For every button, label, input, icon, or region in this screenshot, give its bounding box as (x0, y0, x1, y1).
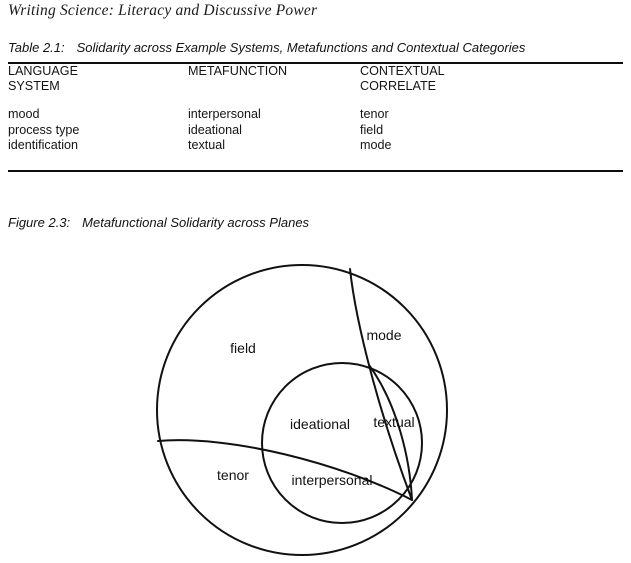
figure-caption: Figure 2.3: Metafunctional Solidarity acr… (8, 215, 309, 230)
cell-contextual-correlate: tenor (360, 107, 389, 121)
table-caption-label: Table 2.1: (8, 40, 65, 55)
column-header-line1: CONTEXTUAL (360, 64, 445, 78)
cell-language-system: process type (8, 122, 80, 137)
figure-caption-label: Figure 2.3: (8, 215, 71, 230)
diagram-svg: field mode tenor ideational textual inte… (156, 264, 448, 556)
cell-metafunction: textual (188, 138, 226, 152)
column-header-contextual-correlate: CONTEXTUAL CORRELATE (360, 64, 623, 94)
divider-arc-field-tenor (157, 439, 413, 501)
label-ideational: ideational (290, 416, 350, 432)
cell-language-system: mood (8, 107, 40, 121)
label-textual: textual (373, 414, 414, 430)
table-header-row: LANGUAGE SYSTEM METAFUNCTION CONTEXTUAL … (8, 64, 623, 94)
table-rule-bottom (8, 169, 623, 172)
table-row: mood interpersonal tenor (8, 107, 623, 123)
table-grid: LANGUAGE SYSTEM METAFUNCTION CONTEXTUAL … (8, 64, 623, 170)
running-head: Writing Science: Literacy and Discussive… (8, 2, 318, 19)
column-header-line2: SYSTEM (8, 79, 60, 93)
label-field: field (230, 340, 256, 356)
solidarity-table: LANGUAGE SYSTEM METAFUNCTION CONTEXTUAL … (8, 62, 623, 172)
divider-arc-textual (368, 364, 413, 501)
label-interpersonal: interpersonal (292, 472, 373, 488)
cell-metafunction: ideational (188, 122, 242, 137)
table-spacer-row (8, 94, 623, 107)
column-header-language-system: LANGUAGE SYSTEM (8, 64, 188, 94)
cell-contextual-correlate: field (360, 122, 384, 137)
inner-circle-language-plane (261, 362, 423, 524)
column-header-line1: LANGUAGE (8, 64, 78, 78)
table-row: identification textual mode (8, 138, 623, 170)
column-header-line2: CORRELATE (360, 79, 437, 93)
table-caption: Table 2.1: Solidarity across Example Syst… (8, 40, 525, 55)
metafunctional-solidarity-diagram: field mode tenor ideational textual inte… (140, 255, 470, 560)
cell-metafunction: interpersonal (188, 107, 261, 121)
cell-language-system: identification (8, 138, 79, 152)
table-row: process type ideational field (8, 123, 623, 139)
table-rule-top (8, 62, 623, 64)
figure-caption-text: Metafunctional Solidarity across Planes (82, 215, 310, 230)
outer-circle-context-plane (156, 264, 448, 556)
label-mode: mode (366, 327, 401, 343)
cell-contextual-correlate: mode (360, 138, 392, 152)
table-caption-text: Solidarity across Example Systems, Metaf… (76, 40, 526, 55)
label-tenor: tenor (217, 467, 249, 483)
divider-arc-field-mode (349, 268, 413, 501)
column-header-metafunction: METAFUNCTION (188, 64, 360, 94)
column-header-line1: METAFUNCTION (188, 64, 288, 78)
